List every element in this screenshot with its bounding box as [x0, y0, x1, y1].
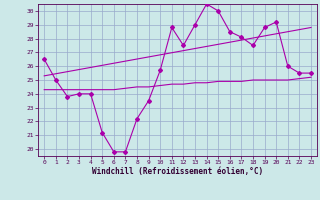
- X-axis label: Windchill (Refroidissement éolien,°C): Windchill (Refroidissement éolien,°C): [92, 167, 263, 176]
